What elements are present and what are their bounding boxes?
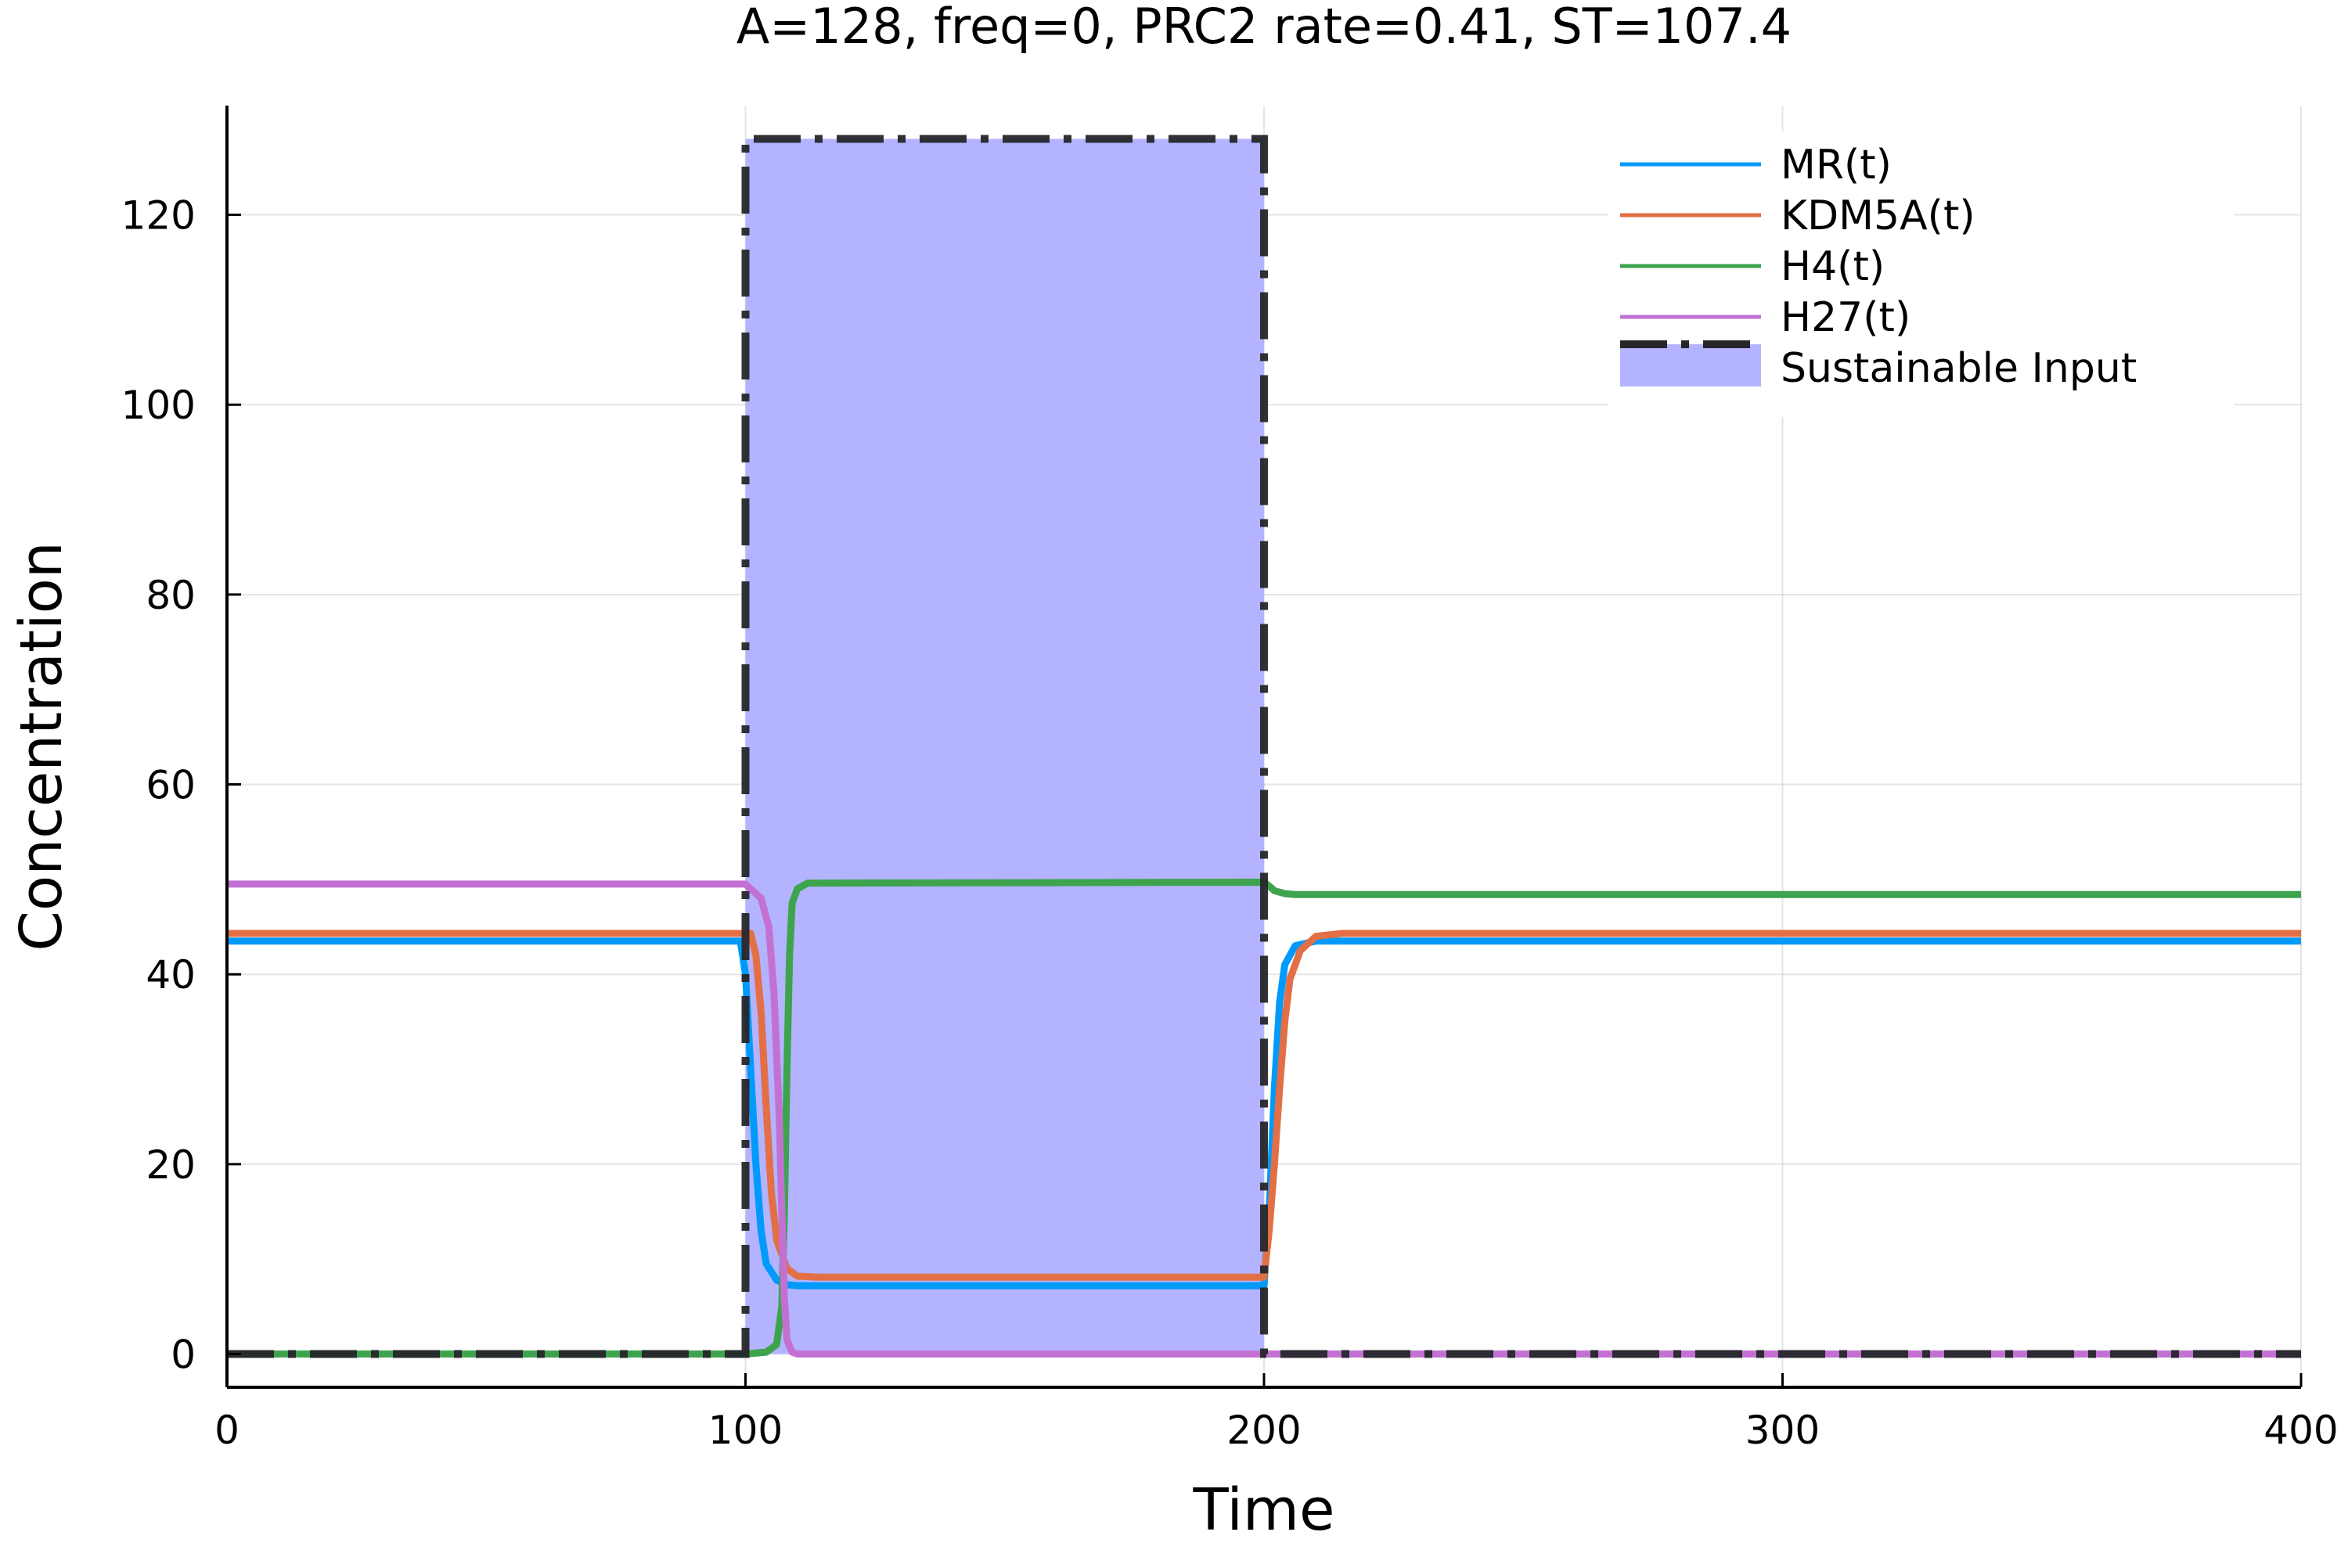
y-tick-label: 80 [146, 573, 196, 618]
x-axis-label: Time [1192, 1476, 1334, 1544]
chart-title: A=128, freq=0, PRC2 rate=0.41, ST=107.4 [736, 0, 1792, 55]
y-tick-label: 120 [121, 193, 196, 239]
legend-label: KDM5A(t) [1781, 192, 1975, 239]
tick-labels: 0 100 200 300 400 0 20 40 60 80 100 120 [121, 193, 2339, 1453]
x-tick-label: 100 [708, 1408, 783, 1453]
series-line-h27-t [227, 880, 2301, 1358]
x-tick-label: 400 [2263, 1408, 2338, 1453]
y-axis-label: Concentration [8, 541, 75, 951]
legend-label: MR(t) [1781, 142, 1892, 189]
series-line-kdm5a-t [227, 930, 2301, 1281]
x-tick-label: 300 [1745, 1408, 1820, 1453]
sustainable-input-border [227, 135, 2301, 1358]
legend-label: Sustainable Input [1781, 345, 2137, 392]
x-tick-label: 0 [214, 1408, 239, 1453]
series-line-h4-t [227, 879, 2301, 1358]
x-tick-label: 200 [1226, 1408, 1301, 1453]
axes [225, 106, 2303, 1389]
legend: MR(t)KDM5A(t)H4(t)H27(t)Sustainable Inpu… [1608, 131, 2235, 417]
legend-swatch [1620, 344, 1761, 387]
y-tick-label: 20 [146, 1142, 196, 1188]
y-tick-label: 60 [146, 763, 196, 808]
sustainable-input-border-line [227, 135, 2301, 1358]
legend-label: H27(t) [1781, 294, 1910, 341]
y-tick-label: 100 [121, 383, 196, 428]
y-tick-label: 40 [146, 952, 196, 998]
series-lines [227, 879, 2301, 1358]
y-tick-label: 0 [171, 1332, 196, 1378]
legend-label: H4(t) [1781, 243, 1885, 290]
series-line-mr-t [227, 937, 2301, 1289]
